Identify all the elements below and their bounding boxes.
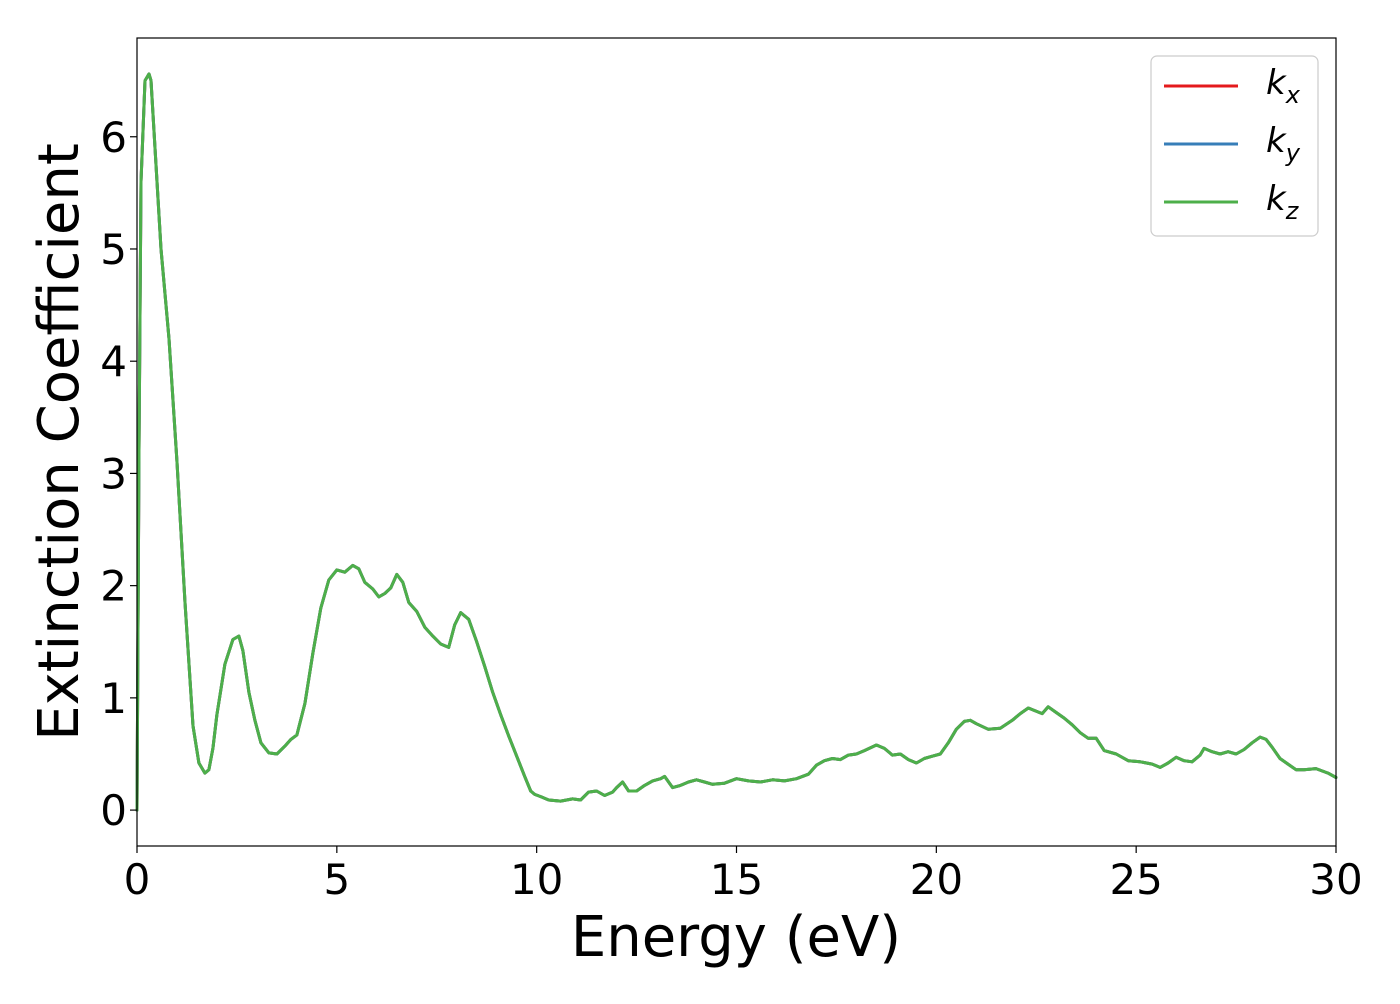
series-layer bbox=[135, 72, 1338, 812]
x-tick-label: 25 bbox=[1109, 855, 1162, 904]
x-axis-label: Energy (eV) bbox=[571, 905, 901, 970]
y-tick-label: 5 bbox=[100, 225, 127, 274]
x-tick-label: 0 bbox=[124, 855, 151, 904]
y-axis-label: Extinction Coefficient bbox=[27, 143, 92, 741]
y-tick-label: 2 bbox=[100, 562, 127, 611]
legend-label-base: k bbox=[1266, 63, 1287, 103]
y-axis-ticks: 0 1 2 3 4 5 6 bbox=[100, 113, 137, 835]
x-tick-label: 30 bbox=[1309, 855, 1362, 904]
x-tick-label: 10 bbox=[510, 855, 563, 904]
legend-label-subscript: y bbox=[1285, 139, 1301, 167]
legend-label-y: ky bbox=[1266, 121, 1301, 167]
x-axis-ticks: 0 5 10 15 20 25 30 bbox=[124, 846, 1363, 904]
x-tick-label: 5 bbox=[323, 855, 350, 904]
x-tick-label: 20 bbox=[910, 855, 963, 904]
legend-label-subscript: z bbox=[1285, 197, 1300, 225]
y-tick-label: 4 bbox=[100, 337, 127, 386]
legend-label-z: kz bbox=[1266, 179, 1300, 225]
legend-label-x: kx bbox=[1266, 63, 1301, 109]
legend-label-base: k bbox=[1266, 121, 1287, 161]
x-tick-label: 15 bbox=[710, 855, 763, 904]
y-tick-label: 1 bbox=[100, 674, 127, 723]
legend-label-subscript: x bbox=[1285, 81, 1301, 109]
y-tick-label: 3 bbox=[100, 449, 127, 498]
series-line-z bbox=[135, 72, 1338, 812]
y-tick-label: 0 bbox=[100, 786, 127, 835]
legend-frame bbox=[1150, 55, 1319, 237]
legend-label-base: k bbox=[1266, 179, 1287, 219]
y-tick-label: 6 bbox=[100, 113, 127, 162]
